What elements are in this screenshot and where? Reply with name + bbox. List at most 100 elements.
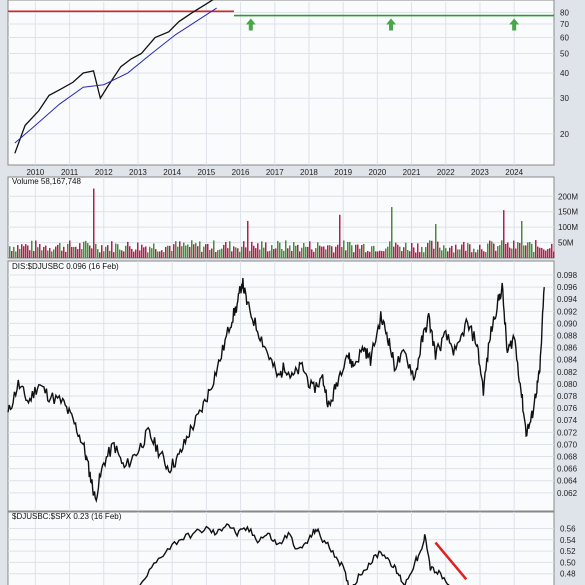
ratio2-tick-label: 0.52 [560,547,576,556]
ratio1-tick-label: 0.066 [557,465,578,474]
volume-bar [513,240,515,258]
ratio1-tick-label: 0.078 [557,392,578,401]
volume-bar [61,250,63,258]
ratio1-tick-label: 0.082 [557,368,578,377]
volume-bar [353,252,355,258]
year-label: 2012 [95,168,113,177]
volume-bar [459,249,461,258]
volume-bar [119,249,121,258]
volume-bar [143,247,145,258]
volume-bar [231,251,233,258]
year-label: 2021 [403,168,421,177]
volume-bar [255,248,257,258]
volume-bar [203,246,205,258]
volume-bar [239,251,241,258]
volume-bar [283,250,285,258]
volume-bar [401,251,403,258]
volume-bar [391,207,393,258]
price-line [14,0,214,154]
volume-bar [99,252,101,258]
volume-bar [407,249,409,258]
volume-bar [117,244,119,258]
volume-bar [11,250,13,258]
volume-bar [93,188,95,258]
volume-bar [539,247,541,258]
volume-bar [355,244,357,258]
volume-bar [535,240,537,258]
volume-bar [443,245,445,258]
volume-bar [463,241,465,258]
volume-bar [425,247,427,258]
volume-tick-label: 100M [558,223,578,232]
volume-bar [177,246,179,258]
green-arrow-icon [245,18,256,31]
year-label: 2015 [197,168,215,177]
volume-bar [147,252,149,258]
volume-bar [127,241,129,258]
year-label: 2013 [129,168,147,177]
volume-bar [49,248,51,258]
volume-bar [249,250,251,258]
volume-bar [455,244,457,258]
volume-bar [553,251,555,258]
volume-bar [171,250,173,258]
volume-bar [409,251,411,258]
volume-bar [395,242,397,258]
volume-bar [311,249,313,258]
price-tick-label: 80 [560,8,569,17]
volume-bar [269,250,271,258]
volume-bar [251,241,253,258]
volume-bar [547,248,549,258]
volume-bar [159,251,161,258]
volume-bar [211,248,213,258]
volume-bar [369,251,371,258]
year-label: 2018 [300,168,318,177]
volume-bar [31,240,33,258]
ratio1-tick-label: 0.092 [557,307,578,316]
volume-bar [105,246,107,258]
volume-bar [417,243,419,258]
volume-bar [487,243,489,258]
volume-bar [45,245,47,258]
volume-bar [343,240,345,258]
volume-bar [483,251,485,258]
volume-bar [289,245,291,258]
ratio1-panel [7,260,555,512]
volume-bar [493,243,495,258]
volume-bar [451,245,453,258]
volume-bar [457,249,459,258]
moving-average-line [14,7,217,144]
volume-bar [123,251,125,258]
volume-bar [261,241,263,258]
volume-bar [81,249,83,258]
volume-bar [129,246,131,258]
volume-bar [179,241,181,258]
volume-bar [377,251,379,258]
volume-bar [265,242,267,258]
volume-bar [233,246,235,258]
volume-bar [213,240,215,258]
volume-bar [317,242,319,258]
volume-bar [435,224,437,258]
volume-bar [499,245,501,258]
volume-bar [111,241,113,258]
x-axis-labels: 2010 2011 2012 2013 2014 2015 2016 2017 2018 2019… [26,168,523,177]
volume-bar [413,247,415,258]
ratio1-tick-label: 0.084 [557,356,578,365]
volume-bar [219,249,221,258]
volume-bar [19,248,21,258]
volume-bar [359,248,361,258]
year-label: 2020 [368,168,386,177]
volume-bar [397,244,399,258]
volume-bar [461,244,463,258]
volume-bar [527,242,529,258]
volume-bar [109,250,111,258]
volume-bar [195,243,197,258]
volume-bar [95,243,97,258]
volume-bar [481,249,483,258]
volume-bar [161,250,163,258]
volume-bar [303,243,305,258]
volume-bar [89,245,91,258]
ratio1-line [7,277,545,503]
